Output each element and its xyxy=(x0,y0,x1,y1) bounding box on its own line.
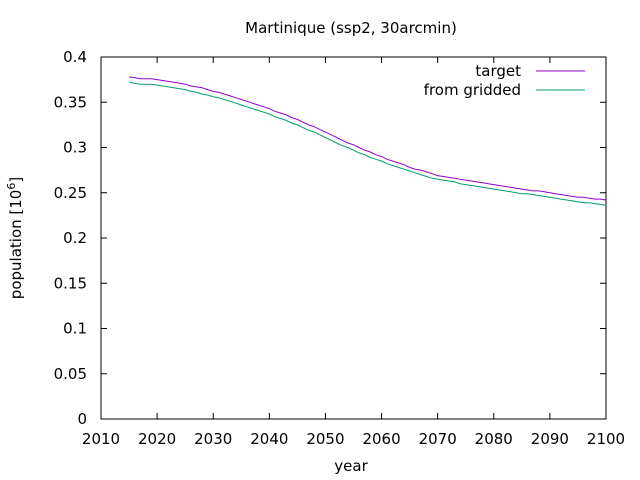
y-axis: 0 0.05 0.1 0.15 0.2 0.25 0.3 0.35 0.4 xyxy=(54,48,606,428)
y-tick-label: 0.05 xyxy=(54,365,87,383)
x-axis: 2010 2020 2030 2040 2050 2060 2070 2080 2090 2100 xyxy=(82,57,625,448)
plot-border xyxy=(100,56,607,420)
legend-label-from-gridded: from gridded xyxy=(424,81,521,99)
x-tick-label: 2100 xyxy=(587,430,625,448)
y-tick-label: 0.35 xyxy=(54,93,87,111)
y-tick-label: 0.25 xyxy=(54,184,87,202)
series-layer xyxy=(129,76,607,206)
series-line-target xyxy=(129,76,607,201)
y-axis-label-base: population [10 xyxy=(7,190,25,300)
x-tick-label: 2060 xyxy=(362,430,400,448)
x-tick-label: 2020 xyxy=(138,430,176,448)
y-tick-label: 0.15 xyxy=(54,274,87,292)
series-line-from-gridded xyxy=(129,81,607,206)
x-tick-label: 2070 xyxy=(419,430,457,448)
x-tick-label: 2030 xyxy=(194,430,232,448)
y-tick-label: 0.2 xyxy=(63,229,87,247)
x-tick-label: 2040 xyxy=(250,430,288,448)
y-axis-label-exponent: 6 xyxy=(5,183,18,190)
y-tick-label: 0 xyxy=(77,410,87,428)
x-tick-label: 2010 xyxy=(82,430,120,448)
legend-label-target: target xyxy=(475,62,521,80)
y-axis-label-end: ] xyxy=(7,177,25,183)
y-tick-label: 0.3 xyxy=(63,139,87,157)
x-axis-label: year xyxy=(334,457,368,475)
y-tick-label: 0.1 xyxy=(63,320,87,338)
plot-area xyxy=(100,56,607,420)
x-tick-label: 2090 xyxy=(531,430,569,448)
chart-title: Martinique (ssp2, 30arcmin) xyxy=(245,19,457,37)
y-tick-label: 0.4 xyxy=(63,48,87,66)
y-axis-label: population [106] xyxy=(5,177,26,299)
x-tick-label: 2050 xyxy=(306,430,344,448)
x-tick-label: 2080 xyxy=(475,430,513,448)
